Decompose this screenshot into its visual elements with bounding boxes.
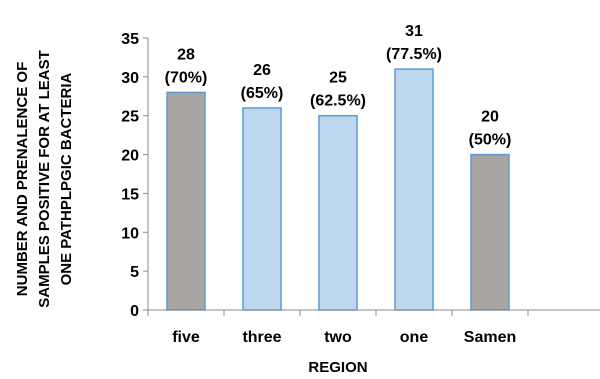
- data-label-count: 25: [329, 70, 347, 87]
- y-tick-label: 10: [121, 225, 139, 242]
- y-axis-title-line-3: ONE PATHPLPGIC BACTERIA: [58, 72, 75, 285]
- x-tick-label: five: [172, 329, 200, 346]
- x-tick-label: three: [242, 329, 281, 346]
- x-tick-label: two: [324, 329, 352, 346]
- data-label-count: 28: [177, 46, 195, 63]
- data-label-percent: (65%): [241, 85, 284, 102]
- data-label-count: 26: [253, 62, 271, 79]
- y-tick-label: 5: [130, 264, 139, 281]
- data-label-percent: (70%): [165, 69, 208, 86]
- axes: [143, 38, 600, 311]
- y-axis-title-line-2: SAMPLES POSITIVE FOR AT LEAST: [36, 50, 53, 308]
- y-tick-label: 20: [121, 148, 139, 165]
- y-axis-title-line-1: NUMBER AND PRENALENCE OF: [14, 62, 31, 296]
- data-label-percent: (77.5%): [386, 46, 442, 63]
- data-label-count: 20: [481, 109, 499, 126]
- bar-samen: [470, 153, 510, 311]
- y-tick-label: 15: [121, 186, 139, 203]
- x-tick-label: Samen: [464, 329, 516, 346]
- bar-two: [318, 114, 358, 311]
- y-axis-ticks: 0 5 10 15 20 25 30 35: [121, 31, 148, 320]
- bar-five: [166, 91, 206, 311]
- data-labels: 28 (70%) 26 (65%) 25 (62.5%) 31 (77.5%) 20 (50%): [165, 23, 512, 148]
- y-tick-label: 25: [121, 109, 139, 126]
- bars: [166, 68, 510, 311]
- bar-three: [242, 107, 282, 311]
- x-tick-label: one: [400, 329, 429, 346]
- y-axis-title: NUMBER AND PRENALENCE OF SAMPLES POSITIV…: [14, 50, 75, 308]
- y-tick-label: 0: [130, 303, 139, 320]
- y-tick-label: 30: [121, 70, 139, 87]
- data-label-percent: (50%): [469, 132, 512, 149]
- x-axis-title: REGION: [308, 359, 367, 376]
- bar-one: [394, 68, 434, 311]
- data-label-percent: (62.5%): [310, 93, 366, 110]
- data-label-count: 31: [405, 23, 423, 40]
- x-axis-ticks: five three two one Samen: [147, 310, 529, 346]
- y-tick-label: 35: [121, 31, 139, 48]
